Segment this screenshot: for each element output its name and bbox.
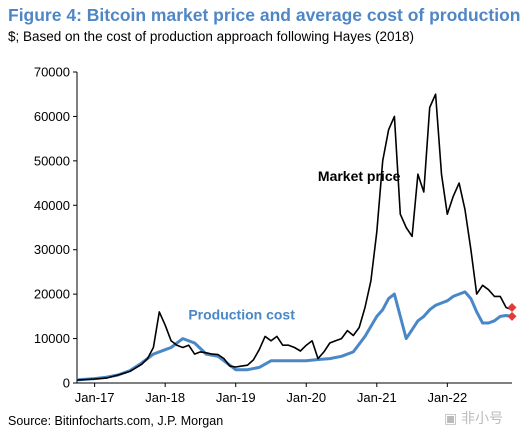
y-tick-label: 0: [63, 376, 70, 391]
watermark: ▣ 非小号: [444, 410, 504, 426]
latest-value-marker: [507, 311, 517, 321]
y-tick-label: 60000: [34, 109, 70, 124]
y-tick-label: 70000: [34, 65, 70, 80]
x-tick-label: Jan-20: [286, 390, 326, 405]
production-cost-label: Production cost: [188, 306, 295, 322]
chart-subtitle: $; Based on the cost of production appro…: [8, 29, 415, 44]
market-price-label: Market price: [318, 168, 401, 184]
latest-value-marker: [507, 302, 517, 312]
production-cost-line: [76, 290, 513, 382]
series-layer: [76, 93, 513, 382]
x-axis-ticks: Jan-17 Jan-18 Jan-19 Jan-20 Jan-21 Jan-22: [75, 383, 467, 405]
marker-layer: [507, 302, 517, 321]
annotation-layer: Market price Production cost: [188, 168, 400, 323]
y-tick-label: 20000: [34, 287, 70, 302]
chart-title: Figure 4: Bitcoin market price and avera…: [8, 5, 521, 25]
source-note: Source: Bitinfocharts.com, J.P. Morgan: [8, 414, 224, 428]
x-tick-label: Jan-17: [75, 390, 115, 405]
x-tick-label: Jan-22: [427, 390, 467, 405]
y-axis-ticks: 0 10000 20000 30000 40000 50000 60000 70000: [34, 65, 77, 391]
y-tick-label: 40000: [34, 198, 70, 213]
x-tick-label: Jan-19: [216, 390, 256, 405]
market-price-line: [76, 93, 513, 381]
y-tick-label: 30000: [34, 242, 70, 257]
y-tick-label: 10000: [34, 331, 70, 346]
y-tick-label: 50000: [34, 153, 70, 168]
x-tick-label: Jan-18: [145, 390, 185, 405]
x-tick-label: Jan-21: [357, 390, 397, 405]
